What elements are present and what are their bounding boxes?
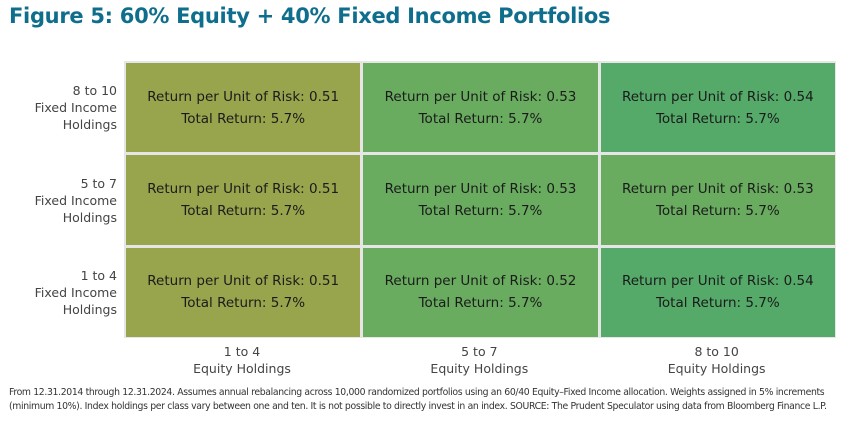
heatmap-cell: Return per Unit of Risk: 0.51 Total Retur… bbox=[126, 63, 361, 153]
x-tick-label: 1 to 4 Equity Holdings bbox=[193, 344, 291, 376]
heatmap-grid: Return per Unit of Risk: 0.51 Total Retur… bbox=[124, 61, 836, 338]
heatmap-cell: Return per Unit of Risk: 0.53 Total Retur… bbox=[363, 63, 598, 153]
y-tick-label: 8 to 10 Fixed Income Holdings bbox=[34, 83, 117, 133]
return-per-risk-label: Return per Unit of Risk: 0.53 bbox=[384, 180, 577, 197]
return-per-risk-label: Return per Unit of Risk: 0.54 bbox=[621, 88, 814, 105]
heatmap-cell: Return per Unit of Risk: 0.52 Total Retur… bbox=[363, 247, 598, 337]
total-return-label: Total Return: 5.7% bbox=[655, 110, 780, 127]
return-per-risk-label: Return per Unit of Risk: 0.53 bbox=[384, 88, 577, 105]
total-return-label: Total Return: 5.7% bbox=[181, 202, 306, 219]
heatmap-cell: Return per Unit of Risk: 0.54 Total Retur… bbox=[600, 247, 835, 337]
y-tick-label: 5 to 7 Fixed Income Holdings bbox=[34, 175, 117, 225]
return-per-risk-label: Return per Unit of Risk: 0.53 bbox=[621, 180, 814, 197]
return-per-risk-label: Return per Unit of Risk: 0.51 bbox=[147, 273, 340, 290]
return-per-risk-label: Return per Unit of Risk: 0.54 bbox=[621, 273, 814, 290]
total-return-label: Total Return: 5.7% bbox=[655, 295, 780, 312]
x-tick-label: 8 to 10 Equity Holdings bbox=[667, 344, 766, 376]
heatmap-cell: Return per Unit of Risk: 0.53 Total Retur… bbox=[363, 155, 598, 245]
heatmap-cell: Return per Unit of Risk: 0.51 Total Retur… bbox=[126, 155, 361, 245]
return-per-risk-label: Return per Unit of Risk: 0.51 bbox=[147, 180, 340, 197]
chart-title: Figure 5: 60% Equity + 40% Fixed Income … bbox=[9, 4, 611, 28]
heatmap-cell: Return per Unit of Risk: 0.54 Total Retur… bbox=[600, 63, 835, 153]
heatmap-cell: Return per Unit of Risk: 0.51 Total Retur… bbox=[126, 247, 361, 337]
return-per-risk-label: Return per Unit of Risk: 0.52 bbox=[384, 273, 577, 290]
return-per-risk-label: Return per Unit of Risk: 0.51 bbox=[147, 88, 340, 105]
total-return-label: Total Return: 5.7% bbox=[418, 295, 543, 312]
total-return-label: Total Return: 5.7% bbox=[418, 202, 543, 219]
total-return-label: Total Return: 5.7% bbox=[418, 110, 543, 127]
total-return-label: Total Return: 5.7% bbox=[181, 295, 306, 312]
footnote: From 12.31.2014 through 12.31.2024. Assu… bbox=[9, 387, 827, 412]
total-return-label: Total Return: 5.7% bbox=[181, 110, 306, 127]
x-tick-label: 5 to 7 Equity Holdings bbox=[430, 344, 529, 376]
heatmap-cell: Return per Unit of Risk: 0.53 Total Retur… bbox=[600, 155, 835, 245]
total-return-label: Total Return: 5.7% bbox=[655, 202, 780, 219]
y-tick-label: 1 to 4 Fixed Income Holdings bbox=[34, 267, 117, 317]
